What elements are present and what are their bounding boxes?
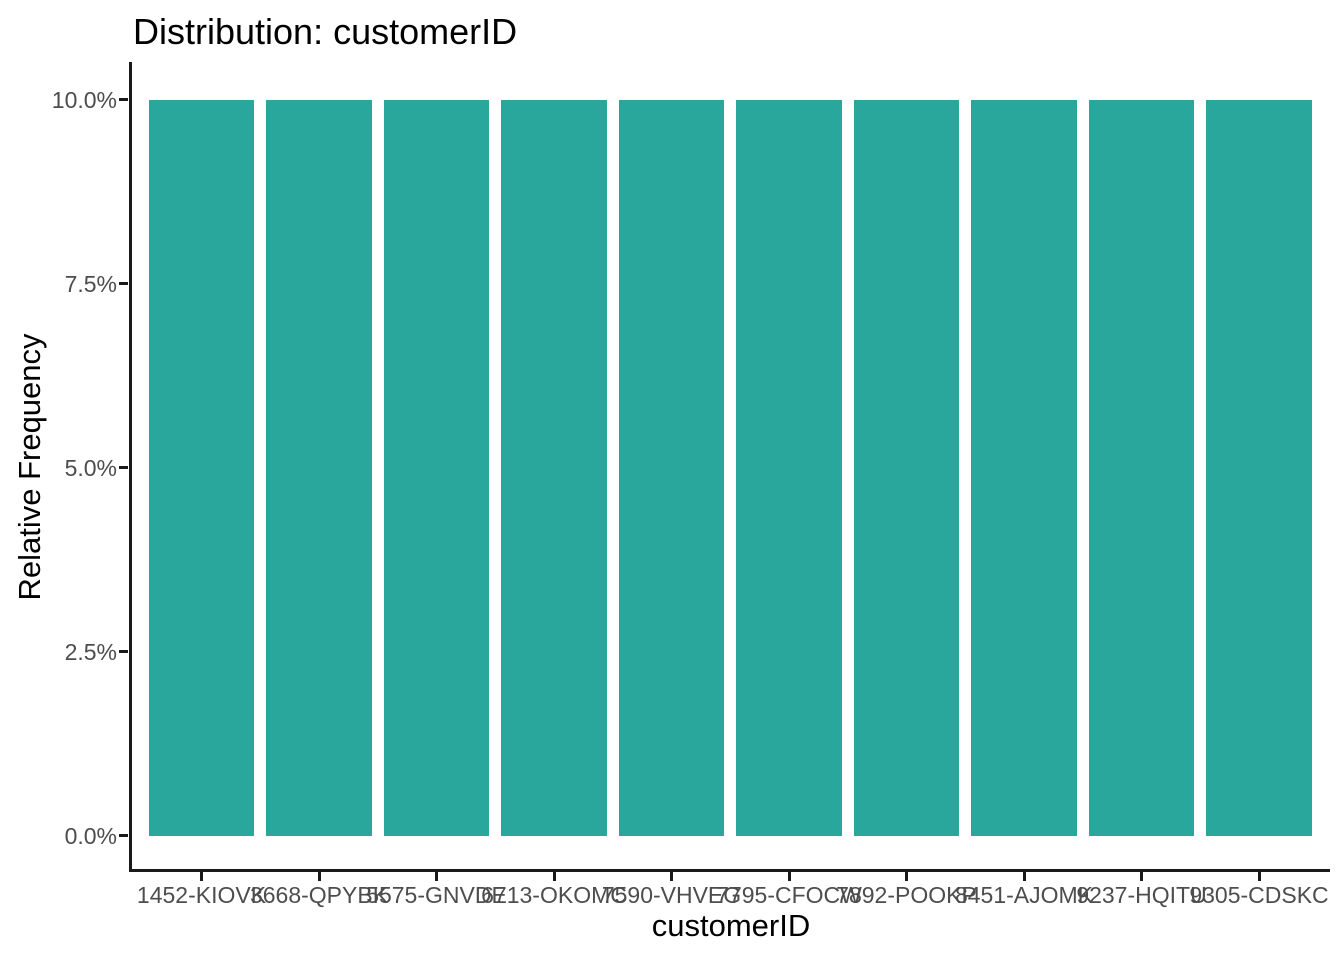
y-tick-label: 7.5% — [64, 270, 117, 297]
x-tick-label: 6713-OKOMC — [481, 882, 627, 908]
x-tick-label: 8451-AJOMK — [954, 882, 1094, 908]
x-axis-title: customerID — [651, 908, 811, 943]
x-tick-mark — [552, 872, 556, 881]
y-tick-label: 5.0% — [64, 454, 117, 481]
x-tick-mark — [317, 872, 321, 881]
y-tick-label: 2.5% — [64, 638, 117, 665]
bar-5575-GNVDE — [383, 99, 490, 836]
x-tick-mark — [1257, 872, 1261, 881]
x-tick-label: 7590-VHVEG — [601, 882, 742, 908]
x-tick-label: 7892-POOKP — [836, 882, 977, 908]
bar-7892-POOKP — [853, 99, 960, 836]
bar-8451-AJOMK — [971, 99, 1077, 836]
x-tick-label: 9237-HQITU — [1076, 882, 1207, 908]
x-tick-mark — [200, 872, 203, 881]
y-tick-mark — [119, 834, 128, 837]
x-tick-mark — [670, 872, 673, 881]
bar-1452-KIOVK — [148, 99, 255, 836]
bar-9237-HQITU — [1088, 99, 1195, 836]
x-tick-label: 5575-GNVDE — [366, 882, 507, 908]
x-tick-mark — [1022, 872, 1026, 881]
x-tick-mark — [787, 872, 791, 881]
x-tick-mark — [1140, 872, 1143, 881]
x-tick-mark — [905, 872, 908, 881]
y-tick-mark — [119, 466, 128, 469]
bar-7590-VHVEG — [618, 99, 725, 836]
y-tick-mark — [119, 282, 128, 285]
x-tick-label: 3668-QPYBK — [249, 882, 389, 908]
x-axis-line — [129, 869, 1330, 872]
x-tick-label: 1452-KIOVK — [136, 882, 267, 908]
x-tick-label: 7795-CFOCW — [716, 882, 862, 908]
y-tick-mark — [119, 98, 128, 101]
bar-9305-CDSKC — [1206, 99, 1312, 836]
bar-3668-QPYBK — [266, 99, 372, 836]
plot-area — [131, 62, 1330, 871]
bar-6713-OKOMC — [501, 99, 607, 836]
y-tick-mark — [119, 650, 128, 653]
x-tick-label: 9305-CDSKC — [1189, 882, 1329, 908]
bar-7795-CFOCW — [736, 99, 842, 836]
y-axis-line — [129, 62, 132, 872]
chart-title: Distribution: customerID — [133, 11, 518, 52]
y-tick-label: 0.0% — [64, 822, 117, 849]
y-tick-label: 10.0% — [51, 86, 117, 113]
x-tick-mark — [435, 872, 438, 881]
